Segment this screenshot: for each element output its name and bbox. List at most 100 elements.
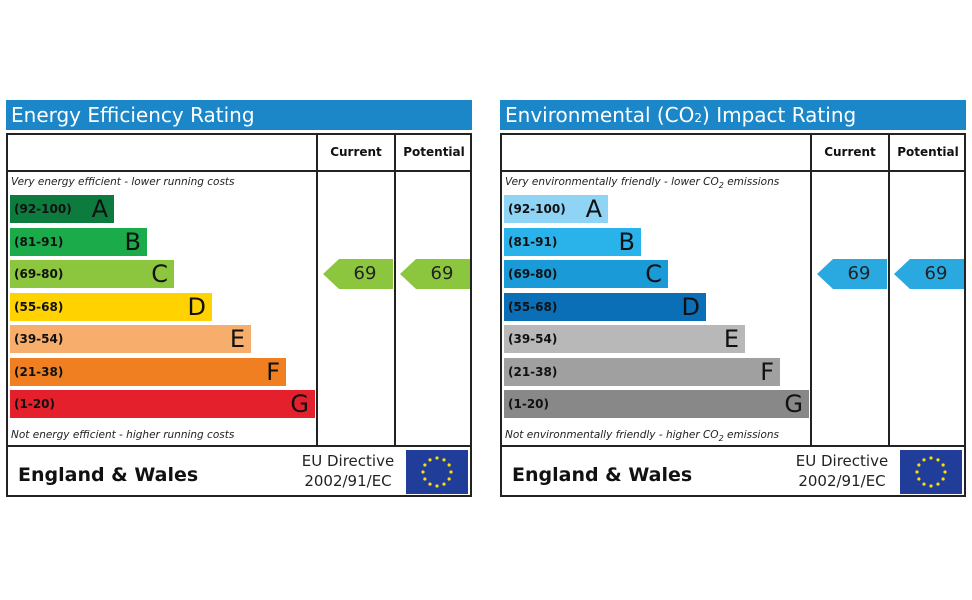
rating-band-g: (1-20) G — [10, 390, 315, 418]
potential-rating-arrow: 69 — [894, 259, 964, 289]
star-icon — [915, 470, 919, 474]
band-letter-label: C — [151, 260, 168, 288]
star-icon — [922, 458, 926, 462]
chart-title: Environmental (CO2) Impact Rating — [500, 100, 966, 130]
note-part: emissions — [723, 176, 780, 188]
note-subscript: 2 — [718, 181, 724, 191]
band-range-label: (92-100) — [14, 202, 72, 216]
energy-efficiency-panel: Energy Efficiency Rating Current Potenti… — [6, 100, 474, 498]
star-icon — [941, 463, 945, 467]
band-letter-label: A — [585, 195, 602, 223]
arrow-shape — [323, 259, 393, 289]
eu-flag-icon — [406, 450, 468, 494]
star-icon — [449, 470, 453, 474]
rating-band-g: (1-20) G — [504, 390, 809, 418]
note-part: Not environmentally friendly - higher CO — [505, 429, 719, 441]
region-label: England & Wales — [18, 464, 199, 486]
column-divider — [394, 135, 396, 447]
column-divider — [316, 135, 318, 447]
star-icon — [423, 463, 427, 467]
rating-band-d: (55-68) D — [10, 292, 212, 321]
directive-line-1: EU Directive — [301, 452, 395, 470]
eu-flag-icon — [900, 450, 962, 494]
star-icon — [941, 477, 945, 481]
star-icon — [929, 484, 933, 488]
header-divider — [8, 170, 472, 172]
column-divider — [810, 135, 812, 447]
title-part: ) Impact Rating — [702, 103, 857, 127]
band-range-label: (55-68) — [508, 299, 558, 314]
current-rating-value: 69 — [353, 263, 377, 284]
star-icon — [943, 470, 947, 474]
band-range-label: (81-91) — [14, 234, 64, 249]
chart-title: Energy Efficiency Rating — [6, 100, 472, 130]
star-icon — [435, 484, 439, 488]
column-header-current: Current — [824, 145, 876, 159]
band-letter-label: G — [290, 390, 309, 418]
star-icon — [421, 470, 425, 474]
band-letter-label: E — [723, 325, 739, 353]
note-part: Very environmentally friendly - lower CO — [505, 176, 719, 188]
eu-directive-text: EU Directive 2002/91/EC — [786, 451, 898, 491]
star-icon — [936, 458, 940, 462]
current-rating-value: 69 — [847, 263, 871, 284]
star-icon — [447, 463, 451, 467]
star-icon — [447, 477, 451, 481]
band-letter-label: F — [760, 357, 774, 386]
rating-band-b: (81-91) B — [504, 227, 641, 256]
potential-rating-value: 69 — [924, 263, 948, 284]
band-letter-label: A — [91, 195, 108, 223]
star-icon — [428, 482, 432, 486]
potential-rating-value: 69 — [430, 263, 454, 284]
directive-line-2: 2002/91/EC — [798, 472, 886, 490]
star-icon — [917, 463, 921, 467]
header-divider — [502, 170, 966, 172]
rating-band-f: (21-38) F — [504, 357, 780, 386]
column-divider — [888, 135, 890, 447]
band-letter-label: G — [784, 390, 803, 418]
region-label: England & Wales — [512, 464, 693, 486]
arrow-shape — [894, 259, 964, 289]
band-letter-label: D — [681, 292, 700, 321]
band-range-label: (21-38) — [508, 364, 558, 379]
rating-band-c: (69-80) C — [504, 260, 668, 288]
star-icon — [442, 458, 446, 462]
potential-rating-arrow: 69 — [400, 259, 470, 289]
title-subscript: 2 — [694, 111, 703, 125]
star-icon — [442, 482, 446, 486]
rating-table: Current Potential Very environmentally f… — [500, 133, 966, 497]
band-letter-label: B — [618, 227, 635, 256]
band-range-label: (39-54) — [508, 332, 558, 346]
footer-divider — [8, 445, 472, 447]
environmental-impact-panel: Environmental (CO2) Impact Rating Curren… — [500, 100, 968, 498]
rating-table: Current Potential Very energy efficient … — [6, 133, 472, 497]
band-letter-label: D — [187, 292, 206, 321]
eu-stars — [421, 456, 453, 488]
band-range-label: (92-100) — [508, 202, 566, 216]
arrow-shape — [817, 259, 887, 289]
rating-band-b: (81-91) B — [10, 227, 147, 256]
directive-line-1: EU Directive — [795, 452, 889, 470]
rating-band-a: (92-100) A — [504, 195, 608, 223]
band-range-label: (81-91) — [508, 234, 558, 249]
rating-band-c: (69-80) C — [10, 260, 174, 288]
band-range-label: (1-20) — [508, 397, 549, 411]
band-range-label: (55-68) — [14, 299, 64, 314]
band-range-label: (39-54) — [14, 332, 64, 346]
band-range-label: (1-20) — [14, 397, 55, 411]
note-part: emissions — [723, 429, 780, 441]
band-range-label: (69-80) — [14, 267, 64, 281]
star-icon — [917, 477, 921, 481]
eu-stars — [915, 456, 947, 488]
current-rating-arrow: 69 — [817, 259, 887, 289]
note-top: Very environmentally friendly - lower CO… — [505, 176, 779, 190]
band-letter-label: C — [645, 260, 662, 288]
star-icon — [922, 482, 926, 486]
eu-directive-text: EU Directive 2002/91/EC — [292, 451, 404, 491]
band-letter-label: F — [266, 357, 280, 386]
note-top: Very energy efficient - lower running co… — [11, 176, 235, 188]
rating-band-d: (55-68) D — [504, 292, 706, 321]
star-icon — [423, 477, 427, 481]
star-icon — [929, 456, 933, 460]
note-bottom: Not environmentally friendly - higher CO… — [505, 429, 779, 443]
